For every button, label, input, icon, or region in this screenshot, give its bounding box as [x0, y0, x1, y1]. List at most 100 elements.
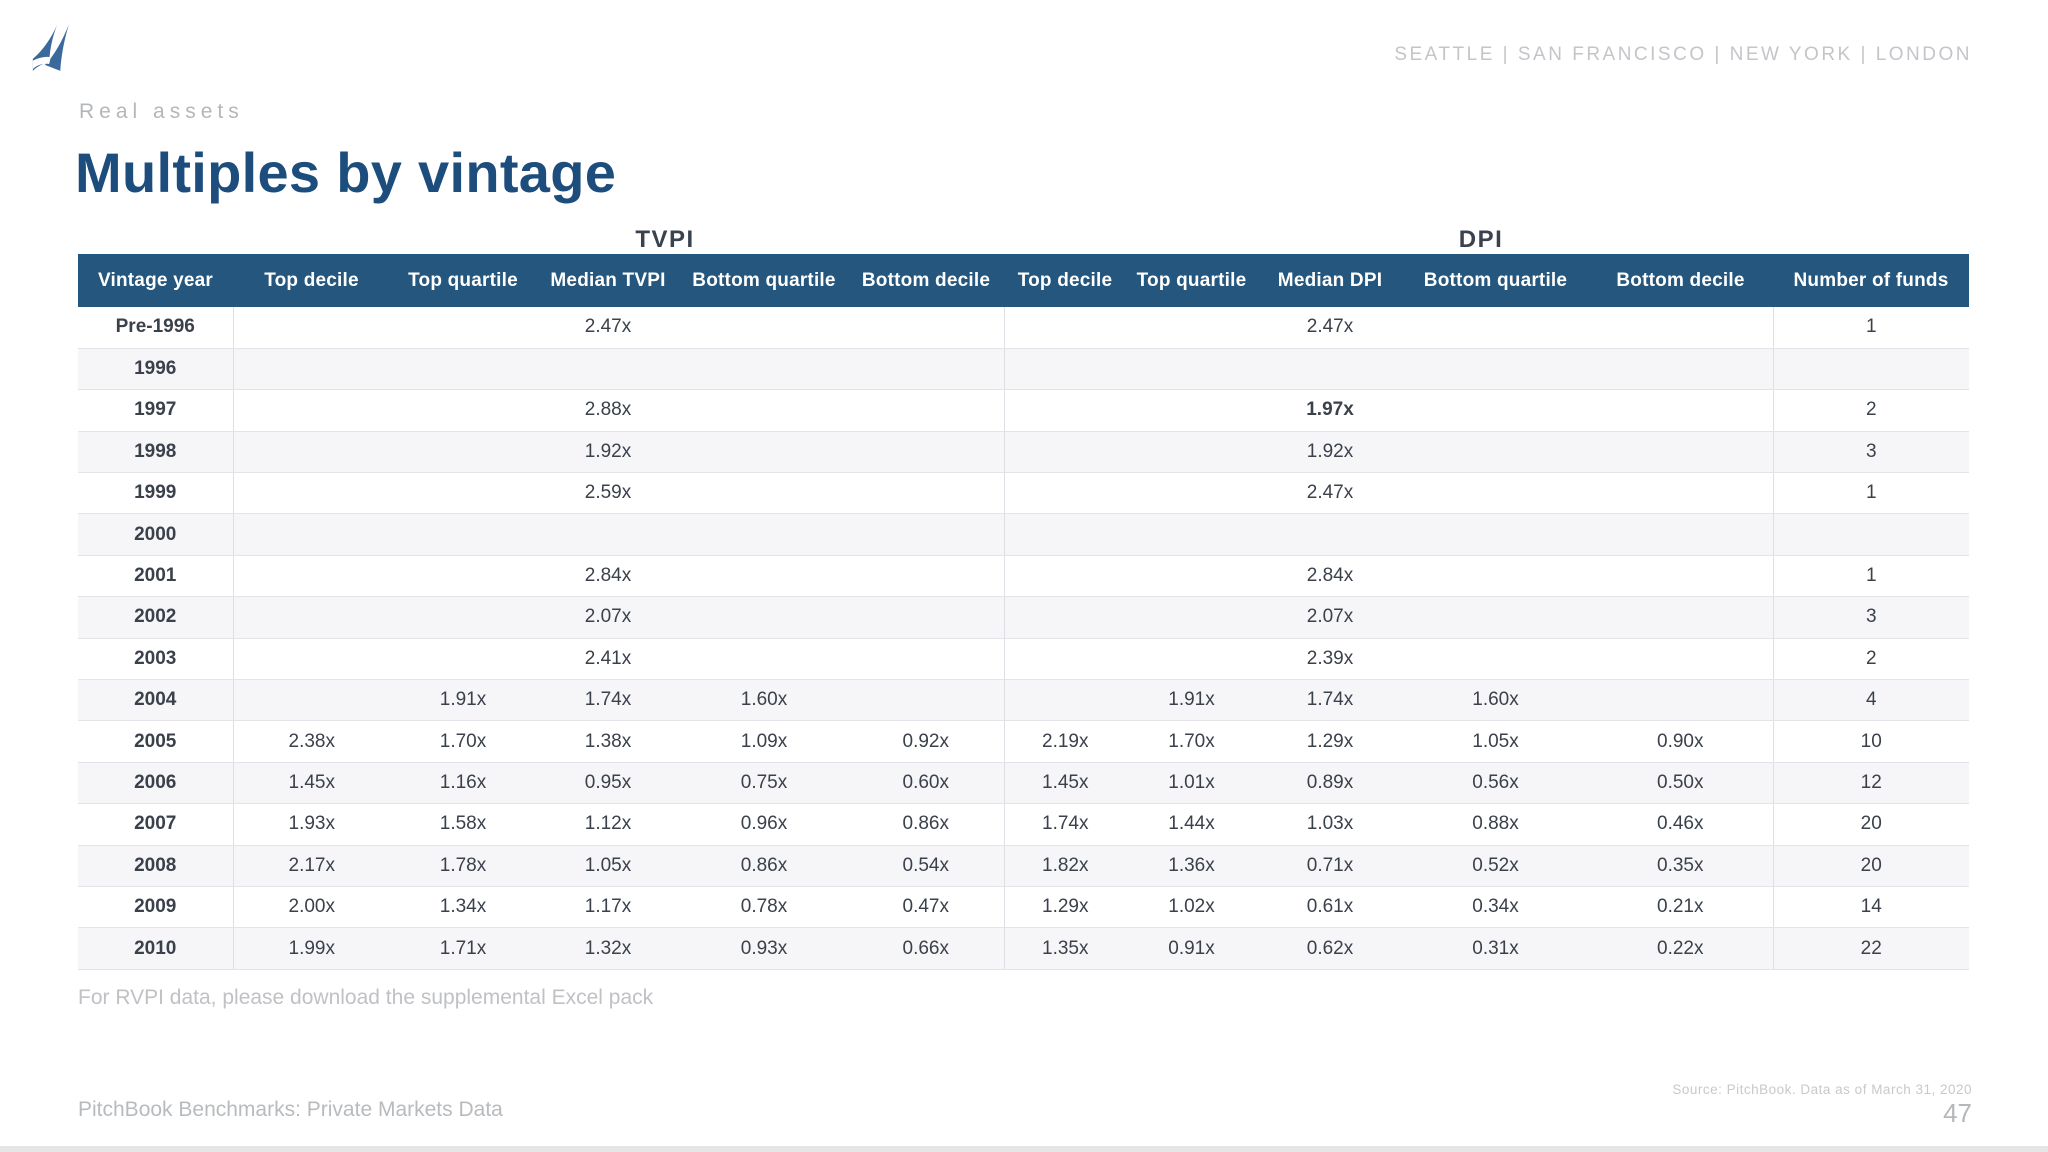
dpi-value-cell: 0.88x: [1403, 803, 1588, 846]
dpi-value-cell: 1.03x: [1257, 803, 1403, 846]
tvpi-value-cell: 0.66x: [848, 927, 1004, 970]
dpi-value-cell: [1126, 431, 1257, 474]
tvpi-value-cell: 2.41x: [536, 638, 680, 681]
dpi-value-cell: 1.02x: [1126, 886, 1257, 929]
dpi-value-cell: 1.74x: [1003, 803, 1126, 846]
dpi-value-cell: [1003, 679, 1126, 722]
number-of-funds-cell: 3: [1772, 431, 1969, 474]
tvpi-value-cell: 1.45x: [233, 762, 390, 805]
dpi-value-cell: [1588, 596, 1773, 639]
dpi-value-cell: [1403, 389, 1588, 432]
tvpi-value-cell: [390, 513, 536, 556]
dpi-value-cell: [1403, 555, 1588, 598]
dpi-value-cell: 1.70x: [1126, 720, 1257, 763]
number-of-funds-cell: 10: [1772, 720, 1969, 763]
tvpi-value-cell: 1.58x: [390, 803, 536, 846]
tvpi-value-cell: [848, 513, 1004, 556]
table-header-row: Vintage year Top decile Top quartile Median…: [78, 254, 1969, 307]
tvpi-value-cell: [848, 679, 1004, 722]
tvpi-value-cell: [390, 472, 536, 515]
number-of-funds-cell: 20: [1772, 845, 1969, 887]
dpi-value-cell: 1.60x: [1403, 679, 1588, 722]
vintage-year-cell: 2010: [78, 927, 234, 970]
tvpi-value-cell: [680, 348, 848, 391]
number-of-funds-cell: 12: [1772, 762, 1969, 805]
page-number: 47: [1943, 1098, 1972, 1128]
tvpi-value-cell: 1.34x: [390, 886, 536, 929]
tvpi-value-cell: 0.93x: [680, 927, 848, 970]
tvpi-value-cell: [848, 555, 1004, 598]
vintage-year-cell: 1999: [78, 472, 234, 515]
brand-logo-icon: [24, 16, 76, 76]
tvpi-value-cell: [848, 638, 1004, 681]
dpi-value-cell: [1588, 638, 1773, 681]
number-of-funds-cell: 1: [1772, 555, 1969, 598]
rvpi-footnote: For RVPI data, please download the suppl…: [78, 986, 654, 1009]
dpi-value-cell: [1003, 513, 1126, 556]
dpi-value-cell: 1.29x: [1003, 886, 1126, 929]
table-row: 2008 2.17x 1.78x 1.05x 0.86x 0.54x 1.82x 1.36x 0…: [78, 845, 1969, 887]
tvpi-value-cell: 2.84x: [536, 555, 680, 598]
tvpi-value-cell: 2.47x: [536, 307, 680, 349]
dpi-value-cell: 0.91x: [1126, 927, 1257, 970]
dpi-value-cell: [1126, 638, 1257, 681]
dpi-value-cell: [1588, 679, 1773, 722]
tvpi-value-cell: [848, 596, 1004, 639]
dpi-value-cell: 1.74x: [1257, 679, 1403, 722]
number-of-funds-cell: 3: [1772, 596, 1969, 639]
dpi-value-cell: [1003, 431, 1126, 474]
tvpi-value-cell: [680, 638, 848, 681]
table-row: 2001 2.84x 2.84x 1: [78, 555, 1969, 598]
column-header: Bottom decile: [1588, 254, 1773, 307]
source-note: Source: PitchBook. Data as of March 31, …: [1672, 1082, 1972, 1097]
dpi-value-cell: [1588, 472, 1773, 515]
column-header: Bottom decile: [848, 254, 1004, 307]
dpi-value-cell: [1003, 389, 1126, 432]
dpi-value-cell: 1.01x: [1126, 762, 1257, 805]
tvpi-value-cell: 1.71x: [390, 927, 536, 970]
vintage-year-cell: 2008: [78, 845, 234, 887]
footer-document-title: PitchBook Benchmarks: Private Markets Da…: [78, 1098, 503, 1121]
number-of-funds-cell: [1772, 348, 1969, 391]
tvpi-value-cell: 2.00x: [233, 886, 390, 929]
number-of-funds-cell: 1: [1772, 472, 1969, 515]
number-of-funds-cell: 22: [1772, 927, 1969, 970]
dpi-group-label: DPI: [1458, 226, 1504, 253]
column-header: Number of funds: [1773, 254, 1969, 307]
dpi-value-cell: 1.29x: [1257, 720, 1403, 763]
tvpi-value-cell: [390, 431, 536, 474]
tvpi-value-cell: [390, 638, 536, 681]
dpi-value-cell: [1588, 348, 1773, 391]
tvpi-value-cell: [233, 638, 390, 681]
page-title: Multiples by vintage: [75, 141, 617, 204]
table-row: 1999 2.59x 2.47x 1: [78, 472, 1969, 515]
bottom-edge-strip: [0, 1146, 2048, 1152]
tvpi-value-cell: [390, 307, 536, 349]
office-locations: SEATTLE | SAN FRANCISCO | NEW YORK | LON…: [1394, 44, 1972, 65]
tvpi-value-cell: [536, 513, 680, 556]
tvpi-value-cell: [233, 431, 390, 474]
table-row: Pre-1996 2.47x 2.47x 1: [78, 307, 1969, 349]
tvpi-value-cell: [680, 307, 848, 349]
tvpi-value-cell: [680, 431, 848, 474]
dpi-value-cell: [1003, 596, 1126, 639]
dpi-value-cell: 1.44x: [1126, 803, 1257, 846]
dpi-value-cell: [1003, 307, 1126, 349]
dpi-value-cell: 1.82x: [1003, 845, 1126, 887]
dpi-value-cell: [1126, 596, 1257, 639]
dpi-value-cell: 1.45x: [1003, 762, 1126, 805]
dpi-value-cell: 2.39x: [1257, 638, 1403, 681]
vintage-year-cell: 2000: [78, 513, 234, 556]
section-eyebrow: Real assets: [79, 100, 244, 123]
table-row: 2004 1.91x 1.74x 1.60x 1.91x 1.74x 1.60x 4: [78, 679, 1969, 722]
vintage-year-cell: 1998: [78, 431, 234, 474]
table-row: 2003 2.41x 2.39x 2: [78, 638, 1969, 681]
tvpi-value-cell: 1.74x: [536, 679, 680, 722]
tvpi-value-cell: [390, 596, 536, 639]
tvpi-value-cell: 0.95x: [536, 762, 680, 805]
dpi-value-cell: 0.61x: [1257, 886, 1403, 929]
vintage-year-cell: 2002: [78, 596, 234, 639]
tvpi-value-cell: [390, 555, 536, 598]
dpi-value-cell: [1588, 555, 1773, 598]
table-row: 2005 2.38x 1.70x 1.38x 1.09x 0.92x 2.19x 1.70x 1…: [78, 720, 1969, 763]
